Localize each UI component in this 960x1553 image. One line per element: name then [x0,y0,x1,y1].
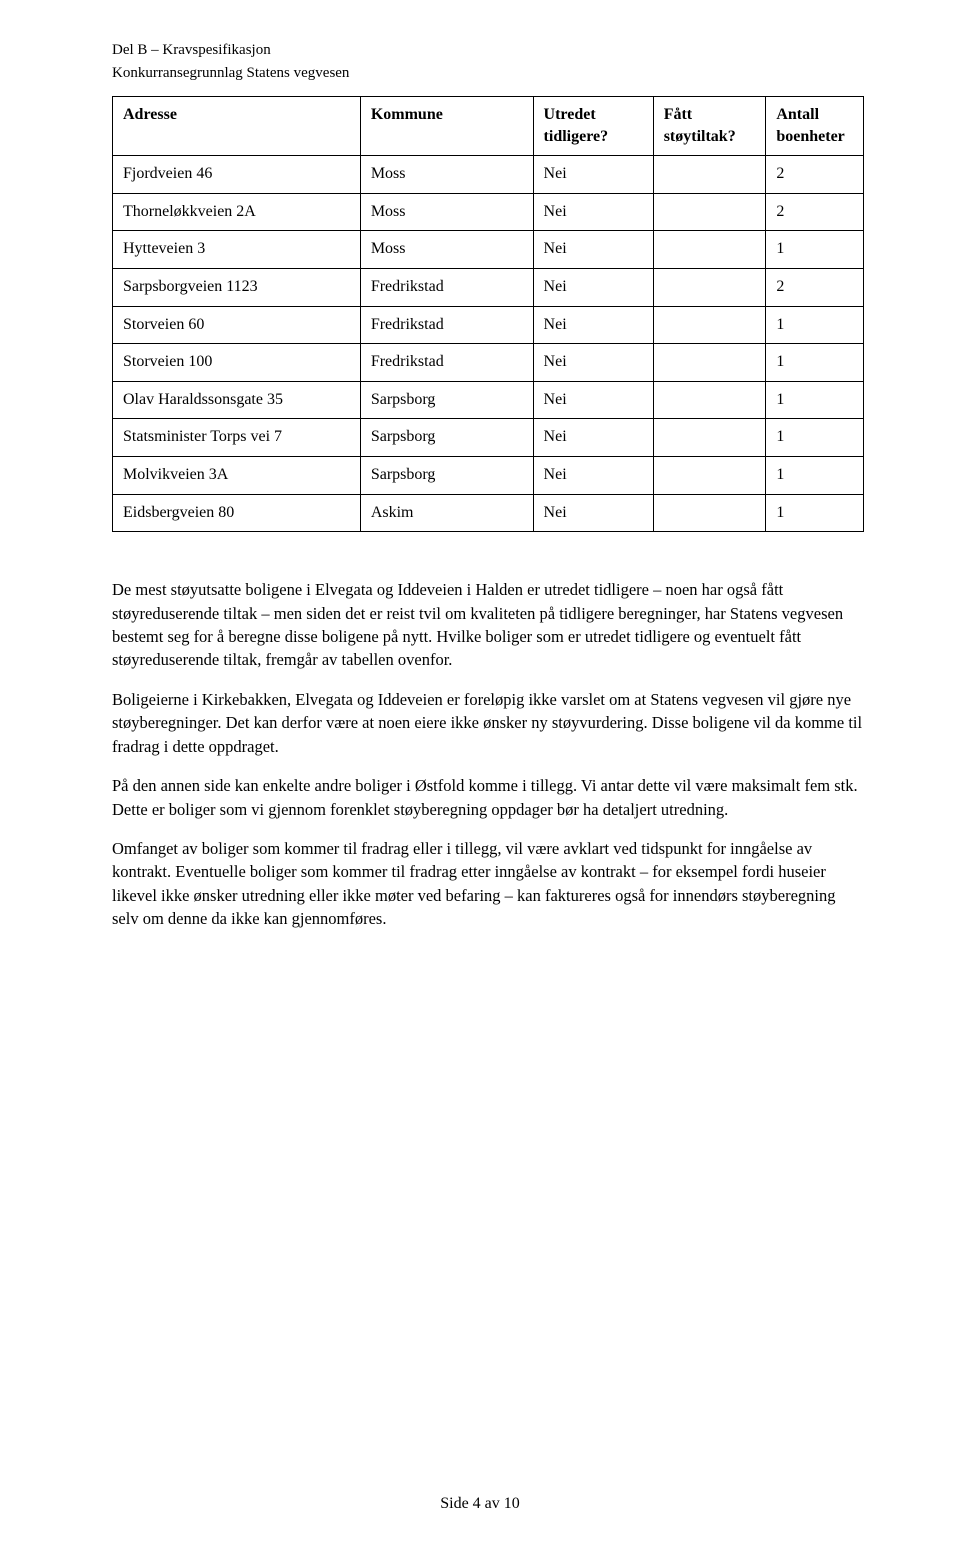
table-row: Molvikveien 3ASarpsborgNei 1 [113,456,864,494]
table-cell [653,381,766,419]
table-row: Fjordveien 46MossNei 2 [113,156,864,194]
body-paragraph: På den annen side kan enkelte andre boli… [112,774,864,821]
table-cell: Nei [533,156,653,194]
table-row: Thorneløkkveien 2AMossNei 2 [113,193,864,231]
table-cell: Molvikveien 3A [113,456,361,494]
table-cell: Sarpsborgveien 1123 [113,268,361,306]
table-cell: Askim [360,494,533,532]
table-cell: Nei [533,419,653,457]
table-cell: Nei [533,494,653,532]
table-cell: 1 [766,456,864,494]
table-cell [653,419,766,457]
table-cell: Fredrikstad [360,268,533,306]
table-cell: Nei [533,193,653,231]
table-cell [653,193,766,231]
page-footer: Side 4 av 10 [0,1495,960,1513]
table-row: Hytteveien 3MossNei 1 [113,231,864,269]
table-row: Sarpsborgveien 1123FredrikstadNei 2 [113,268,864,306]
col-kommune: Kommune [360,97,533,156]
table-cell: Fredrikstad [360,344,533,382]
table-cell: Storveien 100 [113,344,361,382]
table-cell: Fredrikstad [360,306,533,344]
col-stoytiltak: Fått støytiltak? [653,97,766,156]
table-cell: Hytteveien 3 [113,231,361,269]
properties-table: Adresse Kommune Utredet tidligere? Fått … [112,96,864,532]
table-cell: Thorneløkkveien 2A [113,193,361,231]
table-cell [653,306,766,344]
table-cell [653,156,766,194]
table-header-row: Adresse Kommune Utredet tidligere? Fått … [113,97,864,156]
col-adresse: Adresse [113,97,361,156]
doc-header-line-2: Konkurransegrunnlag Statens vegvesen [112,65,864,82]
table-cell: Nei [533,231,653,269]
table-cell: 1 [766,381,864,419]
table-cell: 1 [766,231,864,269]
table-cell [653,231,766,269]
table-cell: 2 [766,156,864,194]
table-cell: Sarpsborg [360,456,533,494]
col-boenheter: Antall boenheter [766,97,864,156]
table-cell [653,268,766,306]
table-row: Storveien 100FredrikstadNei 1 [113,344,864,382]
table-cell: 1 [766,419,864,457]
table-row: Statsminister Torps vei 7SarpsborgNei 1 [113,419,864,457]
body-text: De mest støyutsatte boligene i Elvegata … [112,578,864,930]
body-paragraph: Boligeierne i Kirkebakken, Elvegata og I… [112,688,864,758]
body-paragraph: De mest støyutsatte boligene i Elvegata … [112,578,864,672]
table-cell: Sarpsborg [360,419,533,457]
doc-header-line-1: Del B – Kravspesifikasjon [112,42,864,59]
table-cell: Moss [360,231,533,269]
table-cell [653,456,766,494]
table-cell: Sarpsborg [360,381,533,419]
table-row: Storveien 60FredrikstadNei 1 [113,306,864,344]
table-cell [653,344,766,382]
table-cell: Nei [533,268,653,306]
table-cell: Statsminister Torps vei 7 [113,419,361,457]
table-cell: 2 [766,193,864,231]
table-cell: Storveien 60 [113,306,361,344]
table-cell: Nei [533,344,653,382]
table-row: Eidsbergveien 80AskimNei 1 [113,494,864,532]
body-paragraph: Omfanget av boliger som kommer til fradr… [112,837,864,931]
table-cell: Fjordveien 46 [113,156,361,194]
col-utredet: Utredet tidligere? [533,97,653,156]
table-cell: Nei [533,456,653,494]
table-cell: Moss [360,156,533,194]
table-cell: Moss [360,193,533,231]
table-cell: 1 [766,306,864,344]
table-cell: Nei [533,381,653,419]
table-row: Olav Haraldssonsgate 35SarpsborgNei 1 [113,381,864,419]
table-cell [653,494,766,532]
table-cell: Olav Haraldssonsgate 35 [113,381,361,419]
table-cell: Eidsbergveien 80 [113,494,361,532]
table-cell: 1 [766,494,864,532]
table-cell: 1 [766,344,864,382]
table-cell: Nei [533,306,653,344]
table-cell: 2 [766,268,864,306]
